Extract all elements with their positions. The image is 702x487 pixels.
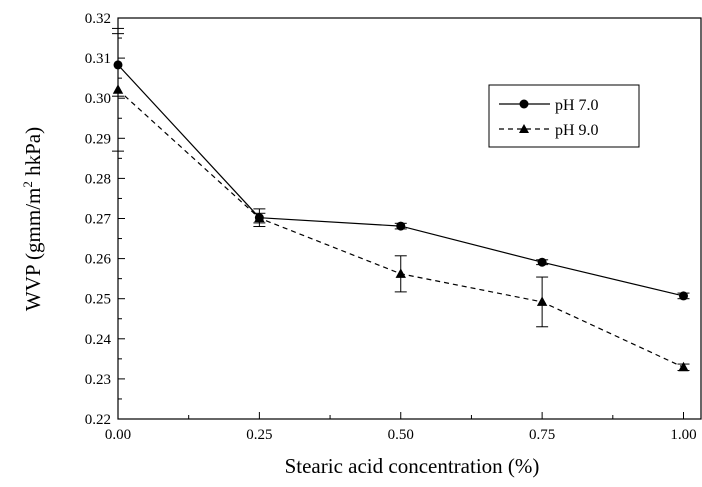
y-axis-title-tail: hkPa) bbox=[21, 127, 45, 181]
y-tick-label: 0.25 bbox=[85, 292, 111, 308]
legend: pH 7.0 pH 9.0 bbox=[488, 84, 640, 148]
legend-marker-ph7 bbox=[519, 99, 529, 109]
data-point bbox=[678, 361, 689, 372]
y-tick-label: 0.30 bbox=[85, 91, 111, 107]
y-tick-label: 0.32 bbox=[85, 11, 111, 27]
plot-frame bbox=[117, 17, 702, 420]
x-axis-title: Stearic acid concentration (%) bbox=[285, 454, 540, 478]
y-tick-label: 0.29 bbox=[85, 131, 111, 147]
x-tick-label: 0.50 bbox=[388, 427, 414, 443]
y-tick-label: 0.31 bbox=[85, 51, 111, 67]
legend-marker-ph9 bbox=[519, 124, 529, 133]
data-point bbox=[396, 221, 406, 231]
x-tick-label: 1.00 bbox=[670, 427, 696, 443]
y-axis-ticks: 0.22 0.23 0.24 0.25 0.26 0.27 0.28 0.29 0.30 0.31… bbox=[85, 11, 125, 428]
data-point bbox=[679, 291, 688, 301]
series-layer bbox=[112, 27, 690, 372]
x-tick-label: 0.00 bbox=[105, 427, 131, 443]
data-point bbox=[395, 268, 406, 278]
y-tick-label: 0.26 bbox=[85, 252, 112, 268]
data-point bbox=[254, 212, 265, 223]
x-axis-ticks: 0.00 0.25 0.50 0.75 1.00 bbox=[105, 412, 697, 443]
y-axis-title-sup: 2 bbox=[20, 181, 35, 188]
y-axis-title-main: WVP (gmm/m bbox=[21, 188, 45, 311]
x-tick-label: 0.25 bbox=[246, 427, 272, 443]
legend-label-ph9: pH 9.0 bbox=[555, 122, 599, 139]
y-tick-label: 0.22 bbox=[85, 412, 111, 428]
legend-box bbox=[488, 84, 640, 148]
y-tick-label: 0.24 bbox=[85, 332, 112, 348]
y-axis-title: WVP (gmm/m2 hkPa) bbox=[20, 127, 45, 311]
y-tick-label: 0.27 bbox=[85, 212, 112, 228]
data-point bbox=[536, 296, 548, 306]
data-point bbox=[537, 257, 547, 267]
y-tick-label: 0.28 bbox=[85, 171, 111, 187]
x-tick-label: 0.75 bbox=[529, 427, 555, 443]
data-point bbox=[112, 84, 124, 94]
y-tick-label: 0.23 bbox=[85, 372, 111, 388]
legend-label-ph7: pH 7.0 bbox=[555, 97, 599, 114]
